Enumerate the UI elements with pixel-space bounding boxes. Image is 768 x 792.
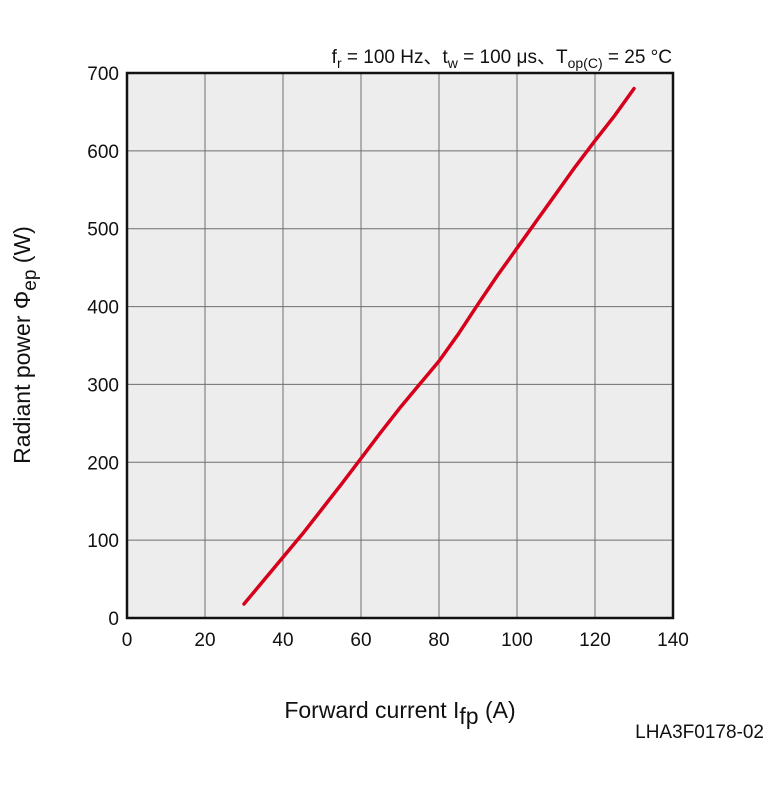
x-axis-title: Forward current Ifp (A) [284,697,515,729]
y-tick-label: 0 [108,609,119,630]
x-tick-label: 40 [272,630,293,651]
x-tick-label: 0 [122,630,133,651]
y-tick-labels: 0 100 200 300 400 500 600 700 [87,64,119,630]
y-tick-label: 200 [87,453,119,474]
measurement-conditions: fr = 100 Hz、tw = 100 μs、Top(C) = 25 °C [332,47,672,71]
y-tick-label: 400 [87,298,119,319]
x-tick-label: 60 [350,630,371,651]
x-tick-label: 20 [194,630,215,651]
plot-frame [125,71,675,620]
x-tick-label: 80 [428,630,449,651]
document-code: LHA3F0178-02 [635,722,764,743]
y-axis-title: Radiant power Φep (W) [9,226,41,464]
y-tick-label: 300 [87,375,119,396]
series-line [242,86,636,606]
y-tick-label: 100 [87,531,119,552]
x-tick-label: 120 [579,630,611,651]
x-tick-label: 100 [501,630,533,651]
y-tick-label: 600 [87,142,119,163]
grid-lines [127,73,673,618]
series-layer [242,86,636,606]
x-tick-labels: 0 20 40 60 80 100 120 140 [122,630,689,651]
x-tick-label: 140 [657,630,689,651]
plot-background [127,73,673,618]
y-tick-label: 700 [87,64,119,85]
y-tick-label: 500 [87,220,119,241]
